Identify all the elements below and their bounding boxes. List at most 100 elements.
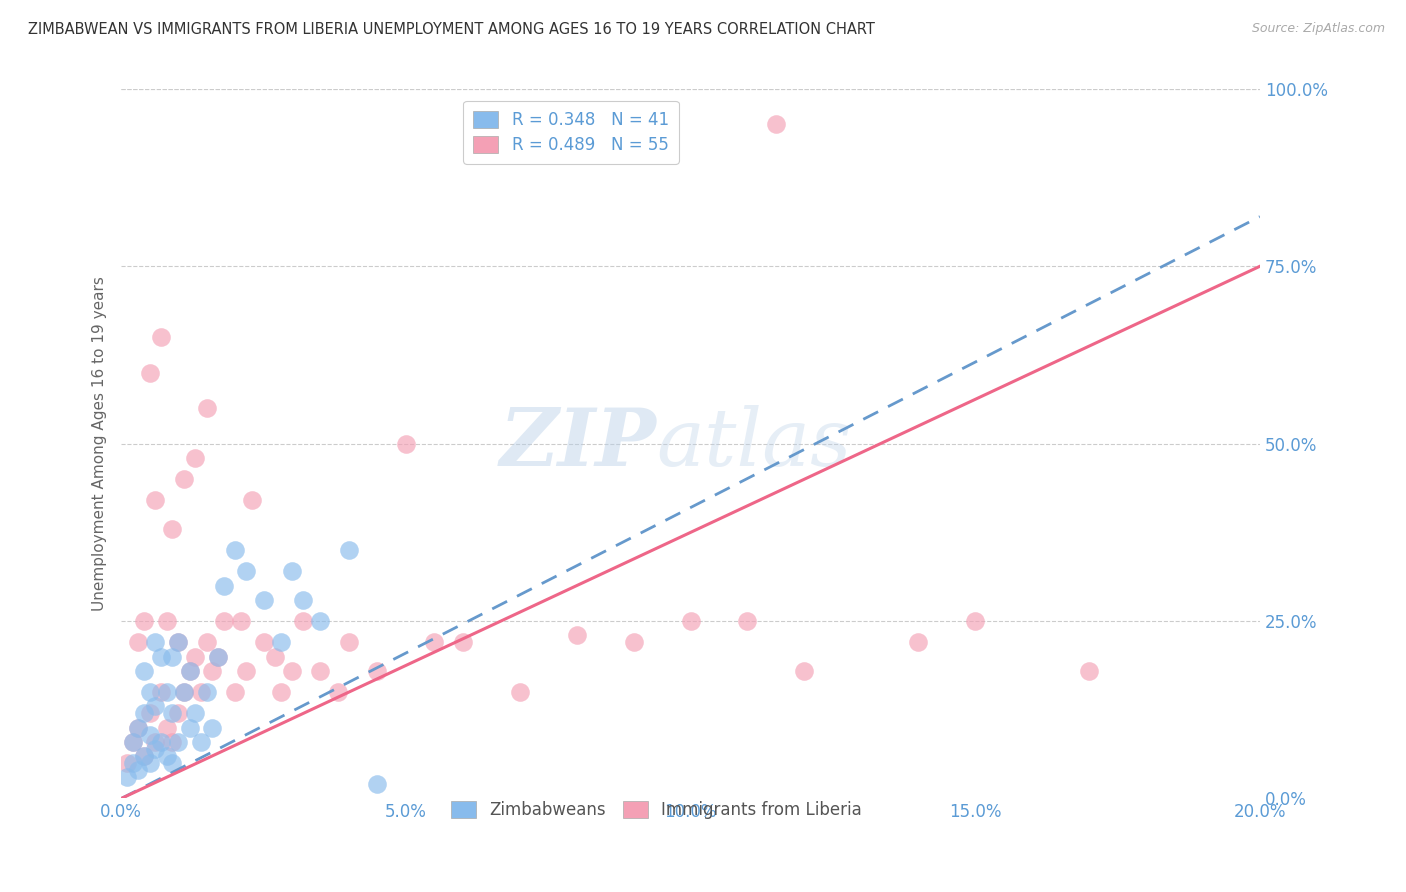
- Point: [156, 685, 179, 699]
- Point: [309, 614, 332, 628]
- Point: [337, 543, 360, 558]
- Point: [132, 664, 155, 678]
- Point: [145, 635, 167, 649]
- Point: [207, 649, 229, 664]
- Text: Source: ZipAtlas.com: Source: ZipAtlas.com: [1251, 22, 1385, 36]
- Point: [765, 117, 787, 131]
- Point: [224, 685, 246, 699]
- Point: [337, 635, 360, 649]
- Point: [366, 777, 388, 791]
- Point: [565, 628, 588, 642]
- Text: ZIMBABWEAN VS IMMIGRANTS FROM LIBERIA UNEMPLOYMENT AMONG AGES 16 TO 19 YEARS COR: ZIMBABWEAN VS IMMIGRANTS FROM LIBERIA UN…: [28, 22, 875, 37]
- Point: [252, 635, 274, 649]
- Point: [235, 565, 257, 579]
- Point: [121, 756, 143, 770]
- Point: [162, 735, 184, 749]
- Point: [395, 436, 418, 450]
- Point: [121, 735, 143, 749]
- Point: [366, 664, 388, 678]
- Point: [201, 664, 224, 678]
- Point: [138, 706, 160, 721]
- Point: [115, 770, 138, 784]
- Point: [150, 685, 173, 699]
- Point: [509, 685, 531, 699]
- Point: [162, 756, 184, 770]
- Point: [127, 721, 149, 735]
- Point: [121, 735, 143, 749]
- Point: [138, 756, 160, 770]
- Point: [167, 635, 190, 649]
- Point: [167, 735, 190, 749]
- Point: [162, 649, 184, 664]
- Point: [156, 614, 179, 628]
- Point: [195, 685, 218, 699]
- Y-axis label: Unemployment Among Ages 16 to 19 years: Unemployment Among Ages 16 to 19 years: [93, 277, 107, 611]
- Point: [162, 522, 184, 536]
- Point: [965, 614, 987, 628]
- Point: [156, 748, 179, 763]
- Point: [252, 592, 274, 607]
- Point: [212, 579, 235, 593]
- Point: [264, 649, 287, 664]
- Point: [150, 649, 173, 664]
- Point: [173, 685, 195, 699]
- Point: [235, 664, 257, 678]
- Point: [309, 664, 332, 678]
- Point: [907, 635, 929, 649]
- Point: [145, 699, 167, 714]
- Point: [1078, 664, 1101, 678]
- Point: [145, 735, 167, 749]
- Point: [207, 649, 229, 664]
- Point: [132, 706, 155, 721]
- Point: [212, 614, 235, 628]
- Point: [150, 735, 173, 749]
- Point: [423, 635, 446, 649]
- Point: [156, 721, 179, 735]
- Point: [184, 450, 207, 465]
- Point: [173, 472, 195, 486]
- Point: [292, 614, 315, 628]
- Point: [679, 614, 702, 628]
- Legend: Zimbabweans, Immigrants from Liberia: Zimbabweans, Immigrants from Liberia: [441, 791, 872, 830]
- Point: [138, 685, 160, 699]
- Point: [162, 706, 184, 721]
- Point: [173, 685, 195, 699]
- Point: [240, 493, 263, 508]
- Point: [127, 721, 149, 735]
- Point: [132, 614, 155, 628]
- Point: [195, 401, 218, 416]
- Point: [145, 741, 167, 756]
- Point: [167, 706, 190, 721]
- Point: [184, 706, 207, 721]
- Text: atlas: atlas: [657, 405, 852, 483]
- Point: [793, 664, 815, 678]
- Point: [281, 664, 304, 678]
- Point: [224, 543, 246, 558]
- Point: [132, 748, 155, 763]
- Point: [623, 635, 645, 649]
- Point: [451, 635, 474, 649]
- Point: [127, 763, 149, 777]
- Point: [115, 756, 138, 770]
- Point: [179, 721, 201, 735]
- Point: [270, 685, 292, 699]
- Point: [737, 614, 759, 628]
- Point: [150, 330, 173, 344]
- Point: [190, 685, 212, 699]
- Point: [270, 635, 292, 649]
- Point: [190, 735, 212, 749]
- Point: [138, 366, 160, 380]
- Text: ZIP: ZIP: [499, 405, 657, 483]
- Point: [127, 635, 149, 649]
- Point: [167, 635, 190, 649]
- Point: [292, 592, 315, 607]
- Point: [229, 614, 252, 628]
- Point: [281, 565, 304, 579]
- Point: [179, 664, 201, 678]
- Point: [195, 635, 218, 649]
- Point: [132, 748, 155, 763]
- Point: [184, 649, 207, 664]
- Point: [179, 664, 201, 678]
- Point: [326, 685, 349, 699]
- Point: [138, 728, 160, 742]
